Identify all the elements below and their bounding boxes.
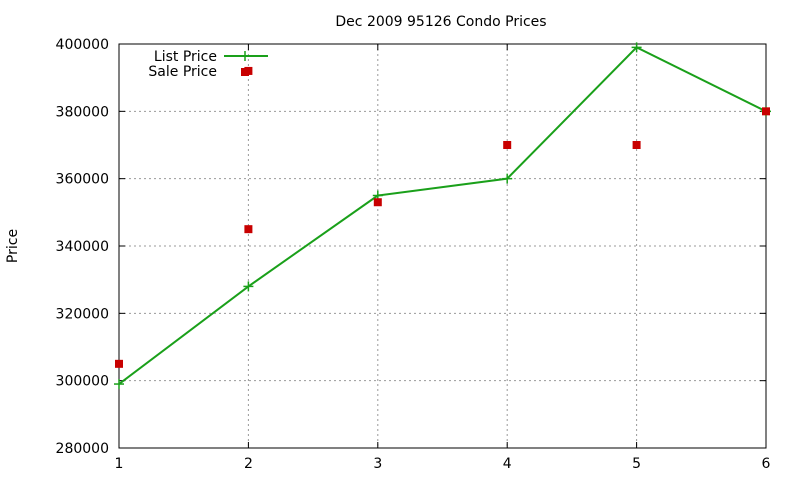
sale-price-point: [762, 107, 770, 116]
list-price-line: [118, 46, 767, 385]
x-tick-label: 1: [115, 456, 124, 472]
legend-marker-list-price: [240, 51, 250, 61]
x-tick-label: 3: [373, 456, 382, 472]
x-tick-label: 4: [503, 456, 512, 472]
legend-label-list-price: List Price: [154, 49, 217, 65]
legend: List Price Sale Price: [148, 49, 268, 80]
y-tick-label: 380000: [56, 104, 109, 120]
series: [114, 42, 771, 390]
x-tick-label: 5: [632, 456, 641, 472]
y-tick-label: 400000: [56, 37, 109, 53]
y-tick-label: 360000: [56, 172, 109, 188]
list-price-point: [631, 42, 642, 53]
y-tick-label: 280000: [56, 441, 109, 457]
grid: [119, 44, 766, 448]
sale-price-point: [503, 141, 512, 149]
sale-price-point: [373, 198, 382, 207]
y-axis-label: Price: [5, 229, 21, 263]
x-tick-label: 6: [762, 456, 771, 472]
x-tick-labels: 1 2 3 4 5 6: [115, 456, 771, 472]
y-tick-label: 340000: [56, 239, 109, 255]
legend-label-sale-price: Sale Price: [148, 64, 217, 80]
sale-price-point: [115, 359, 123, 368]
list-price-point: [502, 173, 513, 184]
chart-title: Dec 2009 95126 Condo Prices: [335, 14, 546, 30]
legend-marker-sale-price: [241, 68, 249, 76]
sale-price-point: [632, 141, 641, 149]
y-tick-label: 300000: [56, 374, 109, 390]
list-price-point: [114, 379, 124, 390]
y-tick-label: 320000: [56, 306, 109, 322]
sale-price-point: [244, 225, 253, 234]
x-tick-label: 2: [244, 456, 253, 472]
list-price-point: [243, 281, 254, 292]
y-tick-labels: 280000 300000 320000 340000 360000 380000 4000…: [56, 37, 109, 457]
